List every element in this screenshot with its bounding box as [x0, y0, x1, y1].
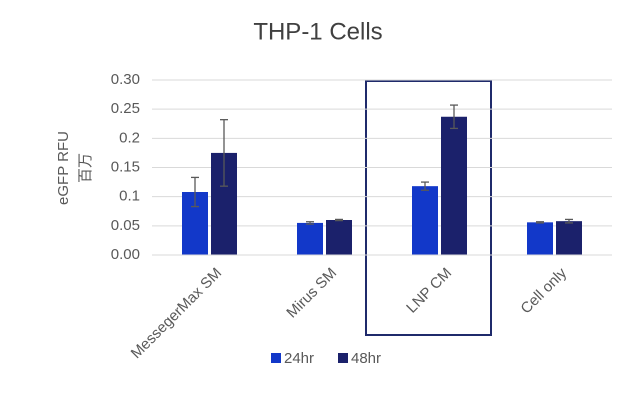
y-tick-label: 0.1 — [119, 188, 140, 205]
y-tick-label: 0.2 — [119, 129, 140, 146]
error-bar — [220, 119, 228, 187]
x-tick-label: LNP CM — [403, 265, 455, 317]
error-bar — [191, 176, 199, 208]
y-axis-label: eGFP RFU — [55, 131, 72, 205]
x-tick-label: Cell only — [517, 264, 570, 317]
bar — [527, 222, 553, 255]
legend-swatch — [271, 353, 281, 363]
error-bar — [536, 221, 544, 224]
error-bar — [306, 221, 314, 225]
bar — [326, 220, 352, 255]
y-tick-label: 0.25 — [111, 100, 140, 117]
error-bar — [450, 104, 458, 130]
y-tick-label: 0.00 — [111, 246, 140, 263]
bar — [556, 221, 582, 255]
legend-swatch — [338, 353, 348, 363]
bar — [441, 116, 467, 255]
error-bar — [565, 218, 573, 224]
error-bar — [421, 181, 429, 191]
legend-label: 24hr — [284, 350, 314, 367]
x-tick-label: MessegerMax SM — [128, 265, 225, 362]
bar — [412, 186, 438, 255]
y-unit-label: 百万 — [77, 153, 94, 183]
bar — [297, 222, 323, 255]
error-bar — [335, 218, 343, 222]
y-tick-label: 0.15 — [111, 158, 140, 175]
chart-title: THP-1 Cells — [253, 18, 382, 45]
x-tick-label: Mirus SM — [283, 265, 340, 322]
legend-label: 48hr — [351, 350, 381, 367]
y-tick-label: 0.30 — [111, 71, 140, 88]
highlight-box — [365, 80, 492, 336]
y-tick-label: 0.05 — [111, 217, 140, 234]
